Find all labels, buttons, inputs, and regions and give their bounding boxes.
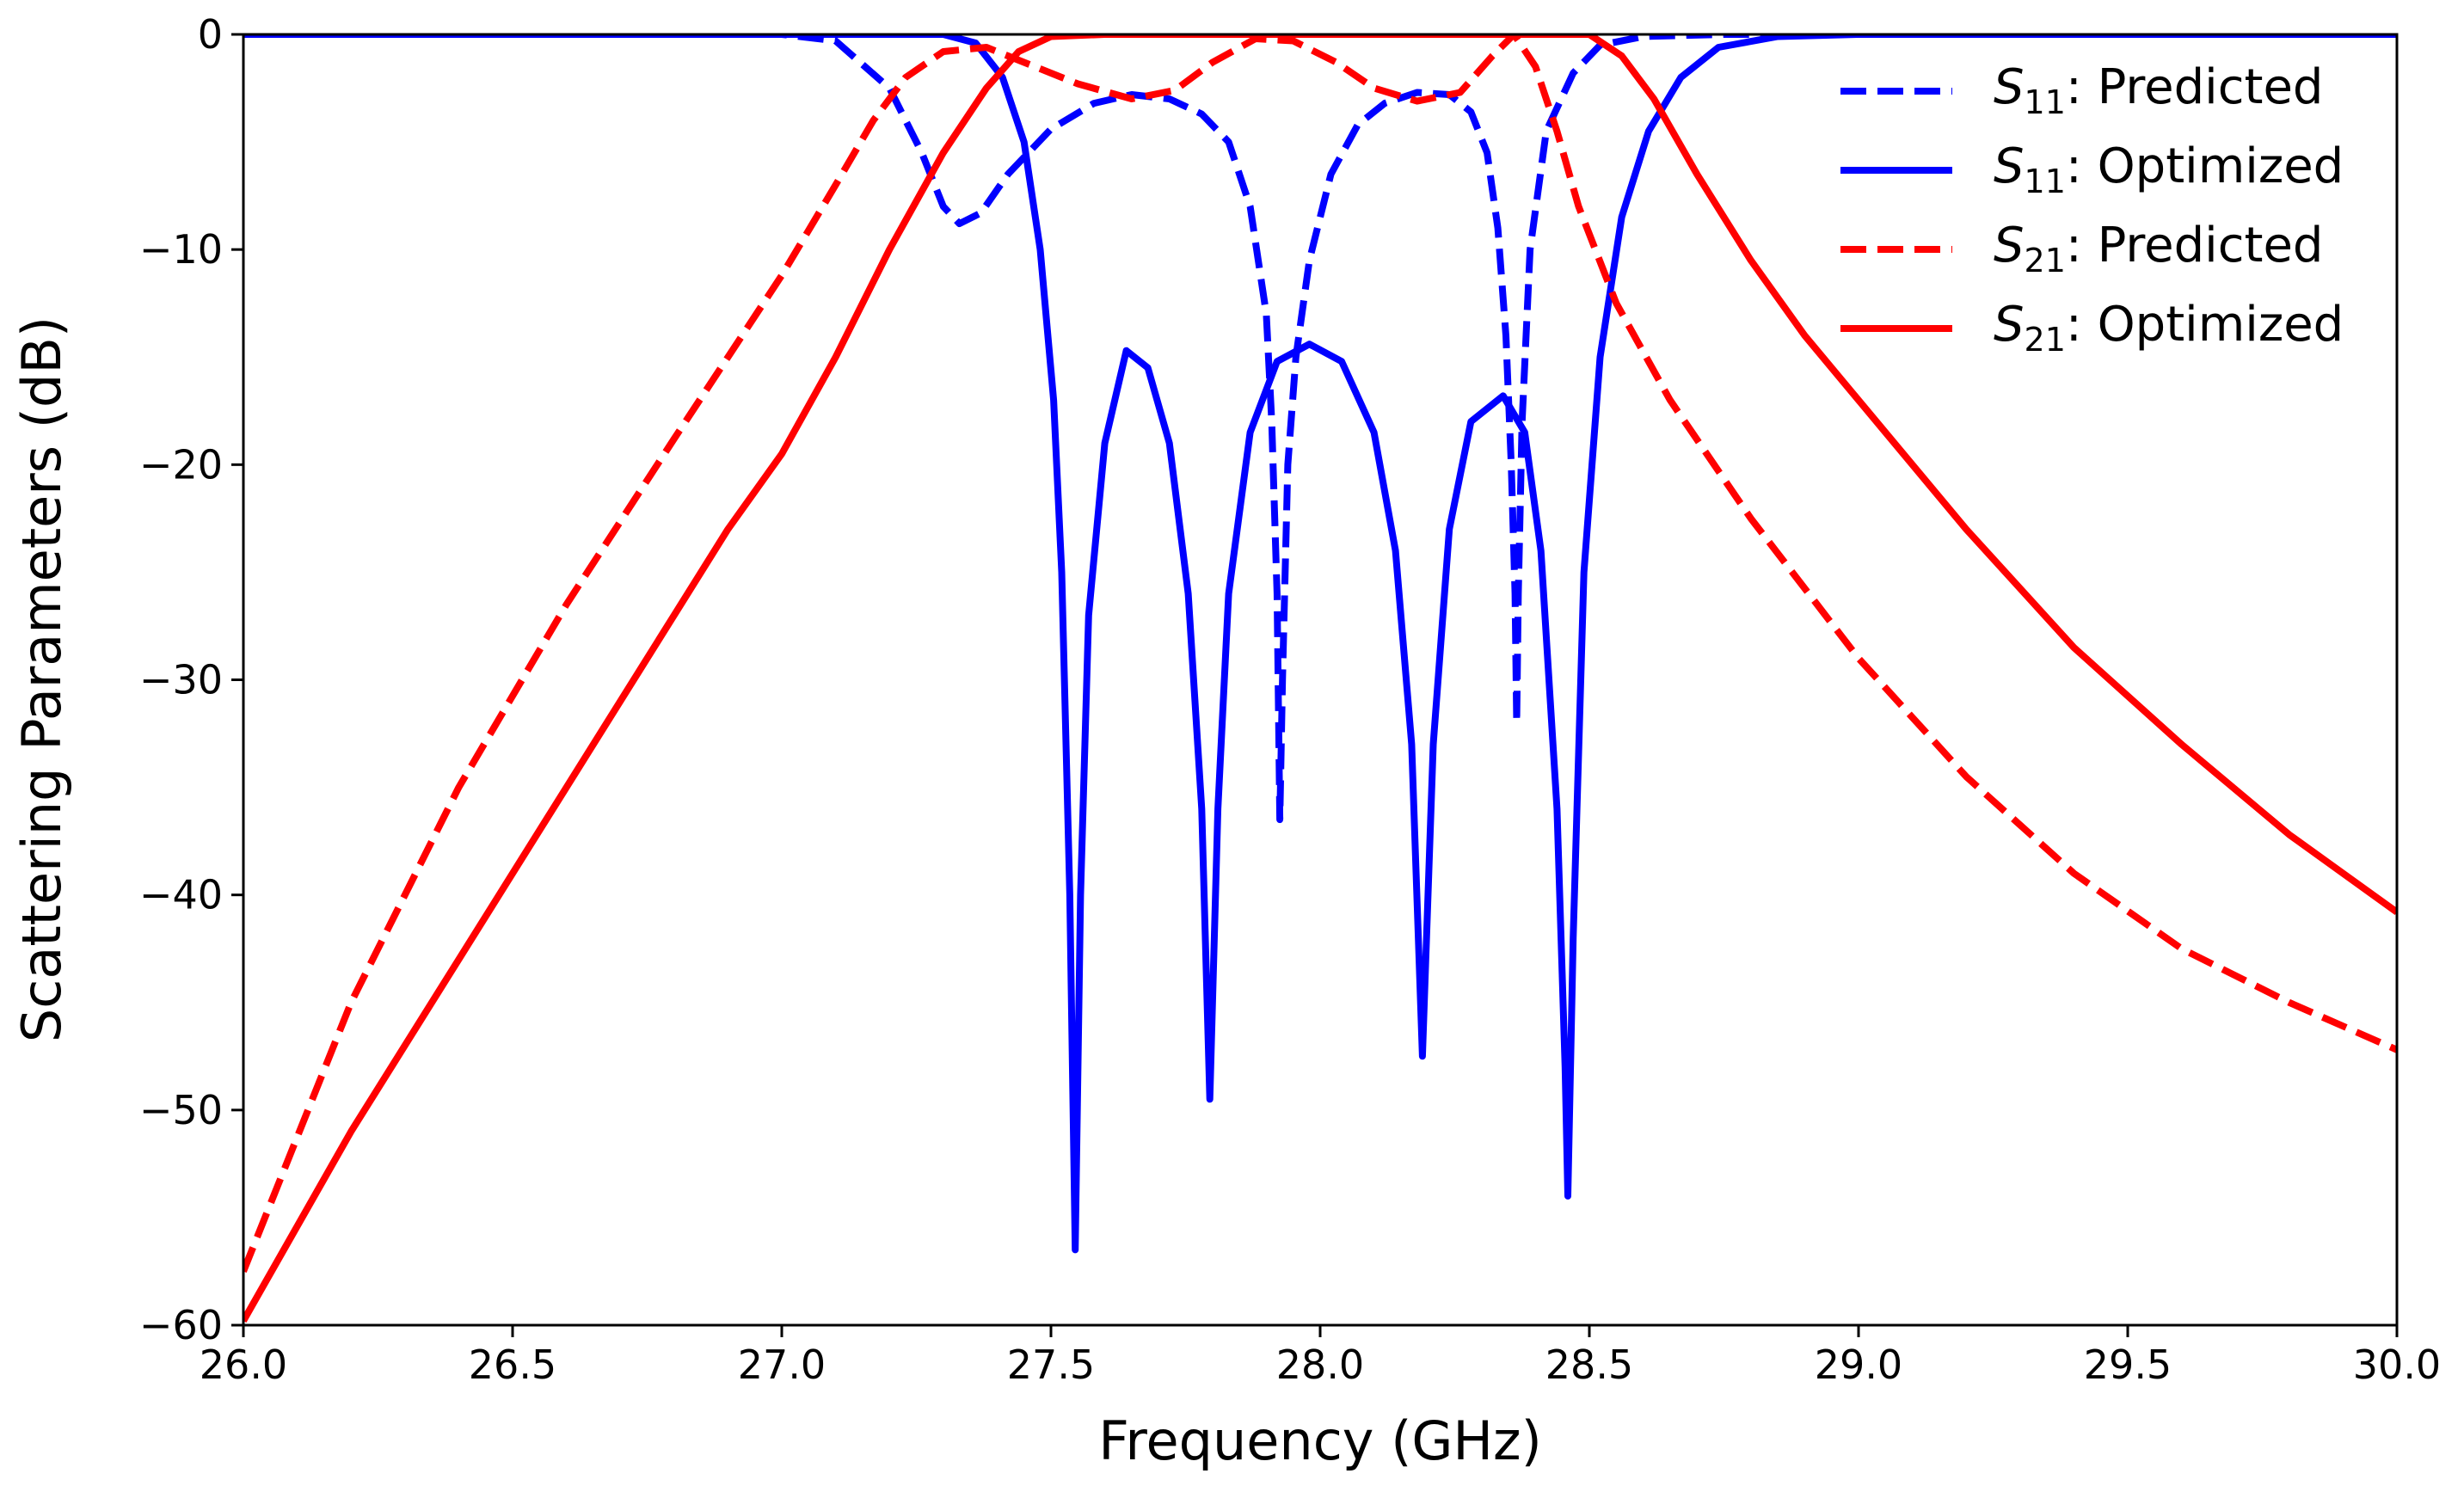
- x-tick-label: 27.5: [1007, 1342, 1095, 1388]
- y-tick-label: −20: [139, 441, 223, 488]
- legend-label: S11: Predicted: [1994, 59, 2323, 121]
- y-axis-label: Scattering Parameters (dB): [10, 316, 73, 1042]
- legend-label: S11: Optimized: [1994, 138, 2344, 200]
- series-line-21-predicted: [243, 34, 2397, 1273]
- x-tick-label: 30.0: [2353, 1342, 2441, 1388]
- legend: S11: Predicted S11: Optimized S21: Predict…: [1840, 59, 2344, 359]
- series-line-11-predicted: [243, 34, 2397, 824]
- x-tick-label: 28.0: [1276, 1342, 1364, 1388]
- legend-label: S21: Optimized: [1994, 297, 2344, 359]
- y-tick-label: −30: [139, 657, 223, 703]
- y-tick-label: 0: [198, 11, 223, 58]
- legend-label: S21: Predicted: [1994, 218, 2323, 279]
- tick-layer: 26.0 26.5 27.0 27.5 28.0 28.5 29.0 29.5 30.0 0 −10…: [139, 11, 2441, 1388]
- x-tick-label: 28.5: [1545, 1342, 1633, 1388]
- x-tick-label: 29.0: [1815, 1342, 1902, 1388]
- x-tick-label: 29.5: [2084, 1342, 2172, 1388]
- series-line-11-optimized: [243, 34, 2397, 1254]
- x-tick-label: 27.0: [738, 1342, 826, 1388]
- y-tick-label: −40: [139, 872, 223, 918]
- y-tick-label: −50: [139, 1087, 223, 1133]
- x-axis-label: Frequency (GHz): [1098, 1409, 1542, 1472]
- x-tick-label: 26.0: [200, 1342, 287, 1388]
- x-tick-label: 26.5: [469, 1342, 556, 1388]
- y-tick-label: −60: [139, 1302, 223, 1348]
- y-tick-label: −10: [139, 226, 223, 273]
